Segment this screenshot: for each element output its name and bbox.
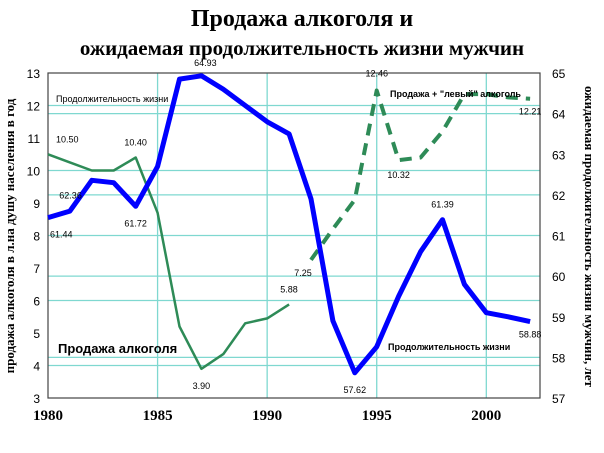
axes: 3 4 5 6 7 8 9 10 11 12 13 57 58 59 60 61 62 63 64 65 1980 198…: [27, 67, 566, 424]
data-labels: 10.50 10.40 3.90 5.88 7.25 12.46 10.32 12.21 61.…: [50, 58, 541, 395]
data-label: 61.44: [50, 230, 73, 240]
x-tick: 1990: [252, 408, 282, 424]
y-tick-right: 57: [552, 392, 566, 406]
y-tick-left: 10: [27, 165, 41, 179]
y-axis-right-label: ожидаемая продолжительность жизни мужчин…: [582, 86, 597, 387]
plot-frame: [47, 72, 541, 399]
data-label: 12.21: [519, 107, 542, 117]
y-tick-right: 60: [552, 270, 566, 284]
y-tick-right: 64: [552, 108, 566, 122]
x-tick: 1980: [33, 408, 63, 424]
y-tick-right: 61: [552, 230, 566, 244]
x-tick: 1985: [143, 408, 173, 424]
data-label: 7.25: [294, 268, 312, 278]
grid: [48, 73, 540, 398]
y-axis-left-label: продажа алкоголя в л.на душу населения в…: [2, 98, 17, 374]
data-label: 5.88: [280, 284, 298, 294]
data-label: 64.93: [194, 58, 217, 68]
x-tick: 2000: [471, 408, 501, 424]
data-label: 57.62: [344, 385, 367, 395]
y-tick-left: 13: [27, 67, 41, 81]
data-label: 12.46: [365, 69, 388, 79]
y-tick-left: 9: [33, 197, 40, 211]
data-label: 62.36: [59, 190, 82, 200]
y-tick-right: 58: [552, 351, 566, 365]
data-label: 10.50: [56, 134, 79, 144]
series-line-alcohol-plus: [309, 88, 531, 262]
annotation-life-bottom: Продолжительность жизни: [388, 342, 510, 352]
data-label: 61.72: [124, 218, 147, 228]
annotation-alcohol: Продажа алкоголя: [58, 341, 177, 356]
annotation-alcohol-plus: Продажа + "левый" алкоголь: [390, 89, 521, 99]
y-tick-left: 11: [28, 132, 41, 146]
data-label: 3.90: [193, 381, 211, 391]
y-tick-right: 65: [552, 67, 566, 81]
x-tick: 1995: [362, 408, 392, 424]
y-tick-right: 62: [552, 189, 566, 203]
y-tick-left: 12: [27, 100, 41, 114]
y-tick-right: 59: [552, 311, 566, 325]
data-label: 61.39: [431, 200, 454, 210]
chart-title-line-2: ожидаемая продолжительность жизни мужчин: [79, 36, 525, 60]
series-line-life: [47, 73, 531, 376]
data-label: 58.88: [519, 330, 542, 340]
y-tick-left: 3: [33, 392, 40, 406]
series-line-alcohol: [47, 153, 290, 371]
y-tick-left: 5: [33, 327, 40, 341]
data-label: 10.40: [124, 138, 147, 148]
series-lines: [47, 73, 531, 376]
y-tick-left: 6: [33, 295, 40, 309]
annotation-life-top: Продолжительность жизни: [56, 94, 168, 104]
y-tick-left: 8: [33, 230, 40, 244]
y-tick-right: 63: [552, 148, 566, 162]
y-tick-left: 4: [33, 360, 40, 374]
chart-title-line-1: Продажа алкоголя и: [190, 6, 414, 32]
y-tick-left: 7: [33, 262, 40, 276]
data-label: 10.32: [387, 170, 410, 180]
